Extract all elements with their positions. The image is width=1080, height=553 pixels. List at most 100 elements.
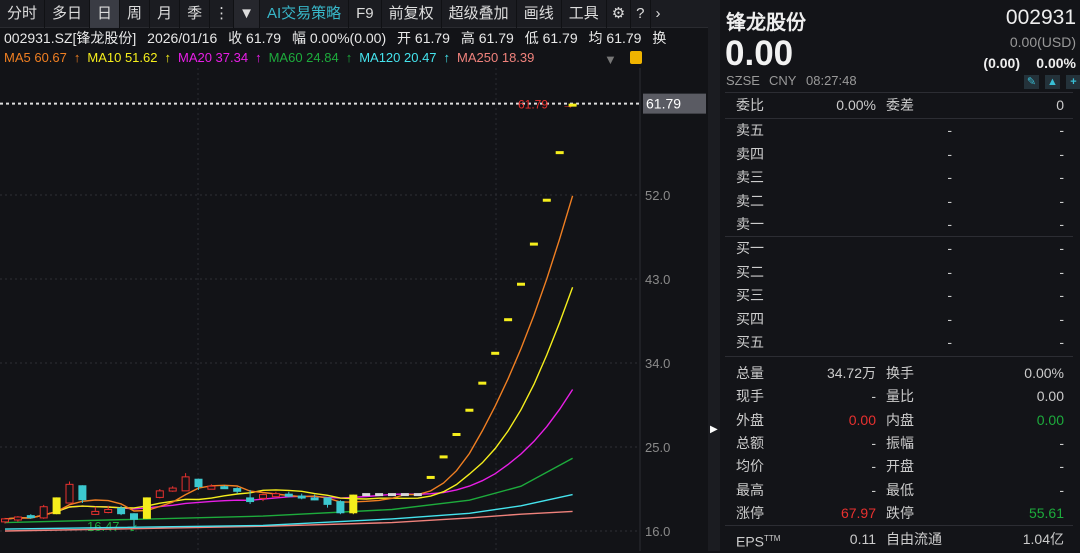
high: 高 61.79	[460, 30, 514, 46]
candle-body	[465, 408, 474, 412]
tab-weekly[interactable]: 周	[120, 0, 151, 28]
dropdown-icon[interactable]: ▼	[234, 0, 260, 28]
tab-intraday[interactable]: 分时	[0, 0, 46, 28]
ma-legend-item[interactable]: MA60 24.84	[268, 50, 339, 65]
more-periods-button[interactable]: ⋮	[210, 0, 235, 28]
bid-row: 买一 - -	[736, 237, 1070, 259]
ma-legend-item[interactable]: MA120 20.47	[359, 50, 437, 65]
bid-row: 买四 - -	[736, 308, 1070, 330]
candle-body	[542, 198, 551, 202]
candle-body	[142, 497, 151, 519]
gear-icon[interactable]: ⚙	[607, 0, 632, 28]
stats-row: 总额 - 振幅 -	[736, 432, 1070, 454]
candle-body	[336, 501, 345, 514]
candle-body	[259, 494, 267, 499]
usd-price: 0.00(USD)	[1009, 34, 1076, 50]
ma-legend-item[interactable]: MA5 60.67	[4, 50, 67, 65]
stat-label: 现手	[736, 388, 764, 405]
help-icon[interactable]: ?	[631, 0, 651, 28]
value: 0.00%	[836, 97, 876, 113]
panel-divider[interactable]: ▶	[708, 0, 720, 551]
price: -	[947, 287, 952, 303]
ma-legend-item[interactable]: MA20 37.34	[177, 50, 249, 65]
tab-monthly[interactable]: 月	[150, 0, 181, 28]
stock-code: 002931	[1005, 6, 1076, 29]
open: 开 61.79	[397, 30, 450, 46]
tools-button[interactable]: 工具	[562, 0, 607, 28]
edit-icon[interactable]: ✎	[1024, 75, 1039, 89]
stats-row: 均价 - 开盘 -	[736, 455, 1070, 477]
volume: -	[1059, 287, 1064, 303]
ma-legend-item[interactable]: MA10 51.62	[87, 50, 158, 65]
tab-multi-day[interactable]: 多日	[45, 0, 91, 28]
chevron-right-icon[interactable]: ›	[655, 4, 661, 22]
stat-value: -	[871, 388, 876, 405]
ma-legend: MA5 60.67 ↑ MA10 51.62 ↑ MA20 37.34 ↑ MA60 24.…	[4, 49, 541, 67]
candle-body	[91, 510, 100, 515]
lock-icon[interactable]	[630, 51, 642, 64]
level-label: 卖四	[736, 145, 764, 162]
ai-strategy-button[interactable]: AI交易策略	[260, 0, 350, 28]
up-arrow-icon: ↑	[255, 50, 262, 65]
avg: 均 61.79	[588, 30, 642, 46]
collapse-triangle-icon[interactable]: ▼	[604, 52, 617, 67]
y-tick-label: 52.0	[645, 188, 670, 203]
ma-legend-item[interactable]: MA250 18.39	[457, 50, 535, 65]
level-label: 买一	[736, 240, 764, 256]
stat-value: -	[1059, 434, 1064, 451]
stat-label: 外盘	[736, 411, 764, 428]
level-label: 买二	[736, 263, 764, 280]
f9-button[interactable]: F9	[349, 0, 382, 28]
stat-value: 67.97	[840, 504, 876, 521]
candle-body	[491, 351, 500, 355]
expand-arrow-icon[interactable]: ▶	[710, 424, 718, 435]
quote-panel: 锋龙股份 002931 0.00 0.00(USD) (0.00) 0.00% …	[720, 0, 1080, 551]
stat-label: 最高	[736, 481, 764, 498]
level-label: 卖一	[736, 216, 764, 232]
stat-value: 0.00%	[1024, 365, 1064, 381]
divider	[725, 118, 1073, 119]
stats-row: 涨停 67.97 跌停 55.61	[736, 502, 1070, 524]
suspended-mark	[400, 493, 409, 497]
candle-body	[517, 282, 525, 286]
tab-daily[interactable]: 日	[90, 0, 121, 28]
tab-quarterly[interactable]: 季	[180, 0, 211, 28]
last-price-label: 61.79	[646, 96, 681, 112]
level-label: 买四	[736, 310, 764, 327]
ohlc-info-bar: 002931.SZ[锋龙股份] 2026/01/16 收 61.79 幅 0.0…	[4, 28, 673, 48]
price: -	[947, 240, 952, 256]
overlay-button[interactable]: 超级叠加	[442, 0, 517, 28]
draw-button[interactable]: 画线	[517, 0, 562, 28]
stat-label: 跌停	[886, 504, 914, 521]
stat-value: -	[871, 481, 876, 498]
price: -	[947, 334, 952, 350]
bell-icon[interactable]: ▲	[1045, 75, 1060, 89]
level-label: 卖三	[736, 169, 764, 185]
price: -	[947, 310, 952, 327]
label: 委差	[886, 97, 914, 113]
volume: -	[1059, 240, 1064, 256]
volume: -	[1059, 263, 1064, 280]
range: 幅 0.00%(0.00)	[291, 30, 387, 46]
volume: -	[1059, 216, 1064, 232]
candle-body	[52, 497, 61, 515]
candle-body	[130, 513, 138, 520]
ma20-line	[4, 389, 574, 520]
stat-value: 0.00	[1036, 411, 1064, 428]
add-icon[interactable]: +	[1066, 75, 1080, 89]
adjust-button[interactable]: 前复权	[382, 0, 442, 28]
up-arrow-icon: ↑	[345, 50, 353, 65]
candle-body	[504, 318, 513, 322]
ma250-line	[4, 510, 573, 532]
candle-body	[168, 487, 177, 492]
stats-row: 现手 - 量比 0.00	[736, 385, 1070, 407]
order-ratio-row: 委比 0.00% 委差 0	[736, 94, 1070, 116]
candle-body	[117, 507, 126, 515]
stats-row: 外盘 0.00 内盘 0.00	[736, 409, 1070, 431]
suspended-mark	[362, 493, 371, 497]
volume: -	[1059, 145, 1064, 162]
price: -	[947, 169, 952, 185]
stat-label: 涨停	[736, 504, 764, 521]
stat-value: -	[1059, 481, 1064, 498]
